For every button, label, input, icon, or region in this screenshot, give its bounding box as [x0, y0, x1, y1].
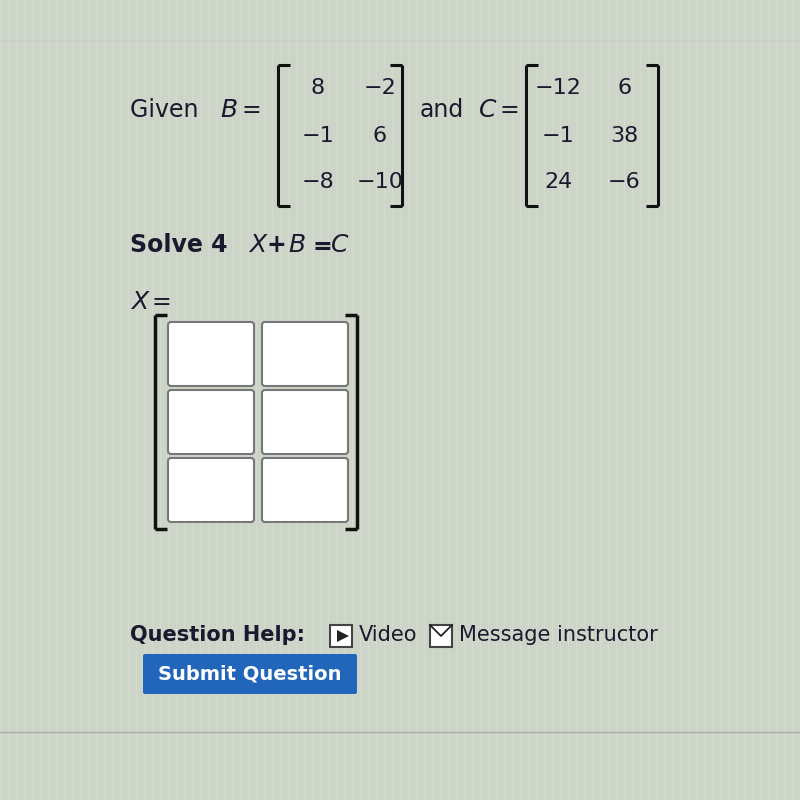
Text: −10: −10 [357, 173, 403, 193]
Text: $\mathbf{+}$: $\mathbf{+}$ [266, 233, 286, 257]
FancyBboxPatch shape [330, 625, 352, 647]
Text: $\mathbf{\mathit{C}}$: $\mathbf{\mathit{C}}$ [478, 98, 498, 122]
Text: −1: −1 [302, 126, 334, 146]
Text: 6: 6 [617, 78, 631, 98]
Text: −6: −6 [608, 173, 641, 193]
Polygon shape [337, 630, 349, 642]
Text: $\mathbf{\mathit{X}}$: $\mathbf{\mathit{X}}$ [130, 290, 150, 314]
Text: and: and [420, 98, 464, 122]
Text: −12: −12 [534, 78, 582, 98]
FancyBboxPatch shape [168, 390, 254, 454]
Text: 24: 24 [544, 173, 572, 193]
FancyBboxPatch shape [168, 322, 254, 386]
Text: −8: −8 [302, 173, 334, 193]
FancyBboxPatch shape [262, 322, 348, 386]
Text: $\mathbf{\mathit{C}}$: $\mathbf{\mathit{C}}$ [330, 233, 350, 257]
Text: 6: 6 [373, 126, 387, 146]
Text: Message instructor: Message instructor [459, 625, 658, 645]
FancyBboxPatch shape [143, 654, 357, 694]
Text: Given: Given [130, 98, 206, 122]
Text: 8: 8 [311, 78, 325, 98]
Text: −2: −2 [364, 78, 396, 98]
Text: Submit Question: Submit Question [158, 665, 342, 683]
Text: $\mathbf{\mathit{X}}$: $\mathbf{\mathit{X}}$ [248, 233, 269, 257]
Text: =: = [500, 98, 520, 122]
Text: =: = [152, 290, 172, 314]
Text: $\mathbf{=}$: $\mathbf{=}$ [308, 233, 332, 257]
Text: 38: 38 [610, 126, 638, 146]
FancyBboxPatch shape [262, 390, 348, 454]
Text: =: = [242, 98, 262, 122]
FancyBboxPatch shape [262, 458, 348, 522]
Text: $\mathbf{\mathit{B}}$: $\mathbf{\mathit{B}}$ [220, 98, 238, 122]
Text: Video: Video [359, 625, 418, 645]
FancyBboxPatch shape [430, 625, 452, 647]
Text: −1: −1 [542, 126, 574, 146]
FancyBboxPatch shape [168, 458, 254, 522]
Text: $\mathbf{\mathit{B}}$: $\mathbf{\mathit{B}}$ [288, 233, 306, 257]
Text: Solve 4: Solve 4 [130, 233, 227, 257]
Text: Question Help:: Question Help: [130, 625, 305, 645]
